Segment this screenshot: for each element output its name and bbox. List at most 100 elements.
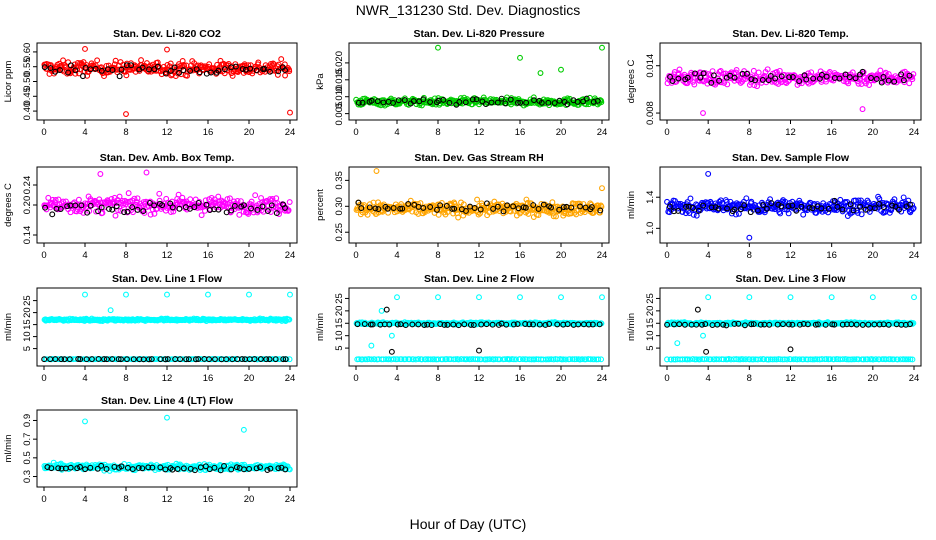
data-point: [82, 65, 89, 71]
data-point: [705, 294, 712, 301]
data-point: [738, 206, 744, 213]
plot-frame: [36, 287, 298, 367]
data-point: [831, 356, 837, 363]
x-tick-label: 12: [162, 127, 173, 138]
data-point: [223, 209, 230, 216]
data-point: [162, 356, 169, 363]
data-point: [859, 106, 866, 113]
data-point: [849, 69, 856, 76]
x-tick-label: 12: [785, 127, 796, 138]
data-point: [95, 356, 102, 362]
data-point: [282, 356, 289, 363]
x-tick-label: 20: [868, 250, 879, 261]
data-point: [96, 196, 103, 203]
x-tick-label: 16: [515, 373, 526, 384]
data-point: [373, 168, 380, 174]
data-point: [402, 356, 409, 363]
data-point: [766, 321, 773, 328]
data-point: [364, 211, 371, 218]
data-point: [907, 201, 913, 208]
panel-title: Stan. Dev. Line 1 Flow: [112, 273, 223, 285]
data-point: [800, 211, 807, 218]
data-point: [575, 321, 582, 328]
data-point: [900, 194, 907, 201]
data-point: [287, 109, 293, 116]
y-tick-label: 1.4: [645, 191, 656, 204]
data-point: [275, 465, 282, 472]
data-point: [101, 356, 107, 363]
data-point: [744, 70, 750, 77]
data-point: [134, 356, 141, 363]
data-point: [577, 203, 583, 210]
data-point: [167, 67, 174, 74]
y-tick-label: 0.30: [334, 197, 345, 216]
data-point: [774, 321, 781, 328]
data-point: [700, 202, 707, 209]
data-point: [269, 195, 276, 202]
data-point: [443, 356, 450, 363]
data-point: [286, 199, 293, 206]
data-point: [253, 67, 260, 74]
data-point: [757, 321, 764, 328]
data-point: [807, 72, 813, 79]
data-point: [282, 466, 289, 473]
y-tick-label: 25: [334, 293, 345, 304]
data-point: [139, 465, 146, 472]
data-point: [431, 356, 437, 363]
data-point: [362, 356, 369, 363]
data-point: [361, 321, 368, 327]
data-point: [523, 99, 530, 106]
data-point: [714, 321, 721, 328]
data-point: [128, 62, 135, 69]
data-point: [435, 294, 441, 301]
x-tick-label: 12: [162, 373, 173, 384]
data-point: [599, 185, 605, 192]
data-point: [248, 198, 255, 205]
data-point: [149, 464, 156, 471]
data-point: [399, 205, 406, 212]
data-point: [700, 70, 707, 77]
data-point: [87, 202, 94, 209]
data-point: [232, 61, 239, 68]
data-point: [727, 356, 734, 363]
data-point: [82, 46, 88, 52]
data-point: [462, 99, 469, 106]
data-point: [278, 56, 285, 63]
x-tick-label: 8: [123, 250, 128, 261]
data-point: [477, 206, 484, 213]
data-point: [228, 466, 235, 473]
data-point: [48, 465, 55, 472]
data-point: [460, 201, 467, 208]
x-tick-label: 4: [82, 250, 87, 261]
data-point: [789, 321, 796, 328]
data-point: [754, 207, 761, 214]
data-point: [587, 356, 594, 363]
data-point: [273, 210, 280, 217]
data-point: [198, 212, 205, 219]
data-point: [548, 204, 554, 211]
data-point: [778, 203, 785, 210]
y-tick-label: 0.010: [334, 85, 345, 109]
y-axis-label: Licor ppm: [3, 61, 14, 103]
data-point: [776, 67, 783, 74]
data-point: [455, 214, 462, 221]
data-point: [851, 356, 858, 363]
data-point: [192, 356, 199, 363]
data-point: [208, 69, 214, 76]
data-point: [911, 294, 917, 301]
data-point: [857, 203, 864, 210]
data-point: [211, 356, 218, 363]
data-point: [136, 356, 143, 363]
data-point: [266, 356, 273, 363]
data-point: [536, 321, 543, 328]
data-point: [684, 74, 691, 81]
data-point: [765, 356, 772, 363]
data-point: [267, 209, 274, 215]
data-point: [72, 67, 79, 74]
data-point: [394, 356, 401, 363]
data-point: [864, 356, 871, 363]
data-point: [109, 206, 116, 213]
data-point: [267, 196, 274, 203]
data-point: [130, 356, 137, 363]
